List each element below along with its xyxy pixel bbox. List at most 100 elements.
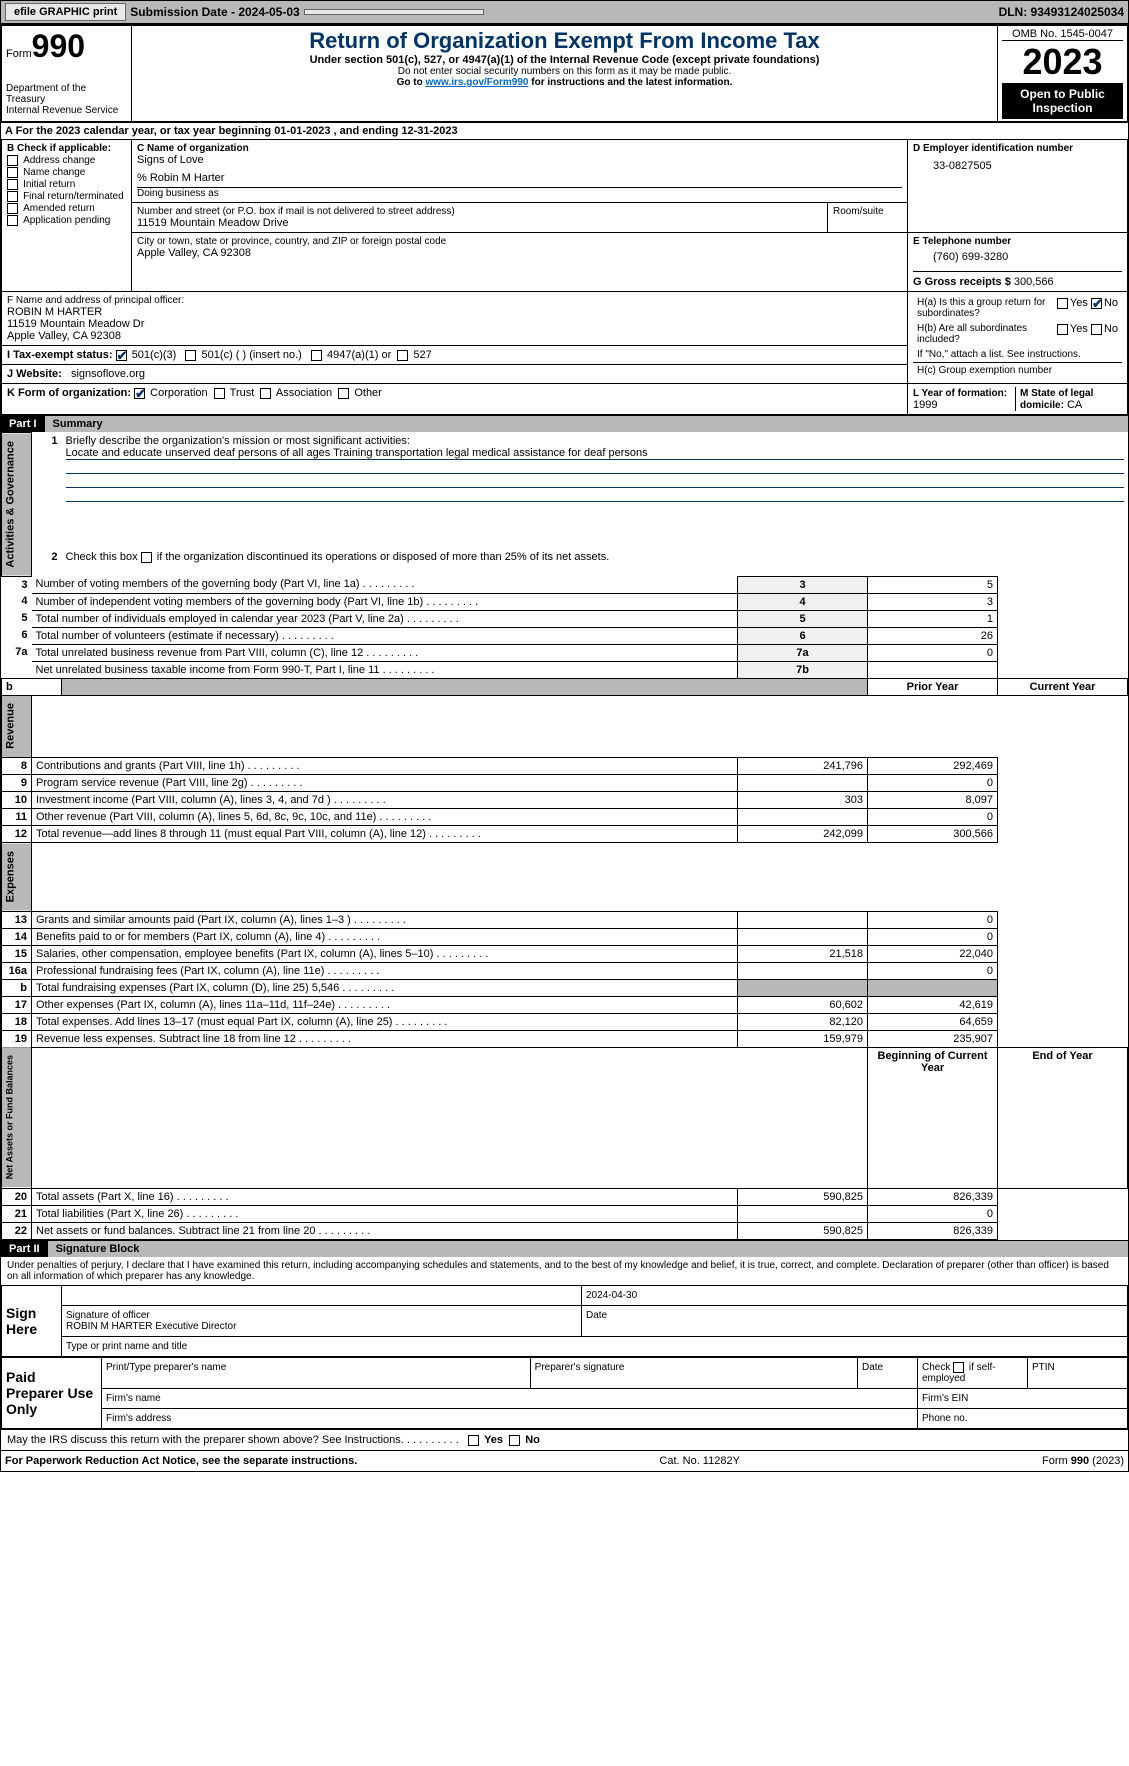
website-label: J Website: <box>7 368 62 380</box>
4947-checkbox[interactable] <box>311 350 322 361</box>
line1-label: Briefly describe the organization's miss… <box>66 435 1124 447</box>
box-b-label: B Check if applicable: <box>7 143 126 154</box>
summary-table: Activities & Governance 1 Briefly descri… <box>1 432 1128 1240</box>
vert-revenue: Revenue <box>2 695 32 758</box>
goto-suffix: for instructions and the latest informat… <box>528 77 732 88</box>
paid-preparer: Paid Preparer Use Only <box>2 1358 102 1429</box>
phone: (760) 699-3280 <box>933 251 1122 263</box>
box-f-label: F Name and address of principal officer: <box>7 295 902 306</box>
gross-receipts: 300,566 <box>1014 276 1054 288</box>
irs-label: Internal Revenue Service <box>6 105 127 116</box>
firm-phone-label: Phone no. <box>918 1409 1128 1429</box>
part2-label: Part II <box>1 1241 48 1257</box>
preparer-block: Paid Preparer Use Only Print/Type prepar… <box>1 1357 1128 1429</box>
year-formation: 1999 <box>913 399 937 411</box>
cat-no: Cat. No. 11282Y <box>659 1455 740 1467</box>
form-number: 990 <box>32 28 85 64</box>
domicile: CA <box>1067 399 1082 411</box>
firm-addr-label: Firm's address <box>102 1409 918 1429</box>
officer-street: 11519 Mountain Meadow Dr <box>7 318 902 330</box>
begin-year-hdr: Beginning of Current Year <box>868 1047 998 1188</box>
501c3-checkbox[interactable] <box>116 350 127 361</box>
part1-header: Part I Summary <box>1 415 1128 432</box>
info-table: B Check if applicable: Address change Na… <box>1 139 1128 415</box>
box-e-label: E Telephone number <box>913 236 1122 247</box>
section-a-tax-year: A For the 2023 calendar year, or tax yea… <box>1 122 1128 139</box>
box-k-label: K Form of organization: <box>7 387 131 399</box>
box-b-checkbox[interactable] <box>7 179 18 190</box>
dln: DLN: 93493124025034 <box>999 5 1124 19</box>
prep-name-label: Print/Type preparer's name <box>102 1358 531 1389</box>
box-d-label: D Employer identification number <box>913 143 1122 154</box>
line2-checkbox[interactable] <box>141 552 152 563</box>
header-table: Form990 Department of the Treasury Inter… <box>1 25 1128 122</box>
discuss-yes-checkbox[interactable] <box>468 1435 479 1446</box>
blank-button[interactable] <box>304 9 484 15</box>
city: Apple Valley, CA 92308 <box>137 247 902 259</box>
part1-title: Summary <box>45 416 1128 432</box>
501c-checkbox[interactable] <box>185 350 196 361</box>
goto-prefix: Go to <box>397 77 426 88</box>
form-footer: Form 990 (2023) <box>1042 1455 1124 1467</box>
form-title: Return of Organization Exempt From Incom… <box>136 28 993 54</box>
box-b-checkbox[interactable] <box>7 155 18 166</box>
firm-ein-label: Firm's EIN <box>918 1389 1128 1409</box>
prior-year-hdr: Prior Year <box>868 678 998 695</box>
end-year-hdr: End of Year <box>998 1047 1128 1188</box>
box-b-checkbox[interactable] <box>7 215 18 226</box>
box-b-checkbox[interactable] <box>7 203 18 214</box>
box-c-label: C Name of organization <box>137 143 902 154</box>
ha-no-checkbox[interactable] <box>1091 298 1102 309</box>
assoc-checkbox[interactable] <box>260 388 271 399</box>
hc-label: H(c) Group exemption number <box>913 363 1122 379</box>
mission: Locate and educate unserved deaf persons… <box>66 447 1124 460</box>
other-checkbox[interactable] <box>338 388 349 399</box>
vert-activities: Activities & Governance <box>2 433 32 577</box>
hb-no-checkbox[interactable] <box>1091 324 1102 335</box>
tax-year: 2023 <box>1002 41 1123 83</box>
city-label: City or town, state or province, country… <box>137 236 902 247</box>
ptin-label: PTIN <box>1028 1358 1128 1389</box>
street-label: Number and street (or P.O. box if mail i… <box>137 206 822 217</box>
box-b-checkbox[interactable] <box>7 191 18 202</box>
firm-name-label: Firm's name <box>102 1389 918 1409</box>
corp-checkbox[interactable] <box>134 388 145 399</box>
part1-label: Part I <box>1 416 45 432</box>
part2-title: Signature Block <box>48 1241 1128 1257</box>
sign-here: Sign Here <box>2 1286 62 1357</box>
street: 11519 Mountain Meadow Drive <box>137 217 822 229</box>
form-990: Form990 Department of the Treasury Inter… <box>0 24 1129 1472</box>
efile-print-button[interactable]: efile GRAPHIC print <box>5 3 126 21</box>
topbar: efile GRAPHIC print Submission Date - 20… <box>0 0 1129 24</box>
officer-sig: ROBIN M HARTER Executive Director <box>66 1321 577 1332</box>
vert-net: Net Assets or Fund Balances <box>2 1047 32 1188</box>
discuss-no-checkbox[interactable] <box>509 1435 520 1446</box>
box-l-label: L Year of formation: <box>913 388 1007 399</box>
dba-label: Doing business as <box>137 187 902 199</box>
part2-header: Part II Signature Block <box>1 1240 1128 1257</box>
form-prefix: Form <box>6 48 32 60</box>
ssn-note: Do not enter social security numbers on … <box>136 66 993 77</box>
hb-yes-checkbox[interactable] <box>1057 324 1068 335</box>
box-b-checkbox[interactable] <box>7 167 18 178</box>
line2-label: Check this box <box>66 551 141 563</box>
ha-yes-checkbox[interactable] <box>1057 298 1068 309</box>
form-subtitle: Under section 501(c), 527, or 4947(a)(1)… <box>136 54 993 66</box>
form990-link[interactable]: www.irs.gov/Form990 <box>425 77 528 88</box>
sig-officer-label: Signature of officer <box>66 1310 577 1321</box>
paperwork-notice: For Paperwork Reduction Act Notice, see … <box>5 1455 357 1467</box>
officer-name: ROBIN M HARTER <box>7 306 902 318</box>
submission-date: Submission Date - 2024-05-03 <box>130 5 299 19</box>
527-checkbox[interactable] <box>397 350 408 361</box>
discuss-label: May the IRS discuss this return with the… <box>7 1434 404 1446</box>
hb-note: If "No," attach a list. See instructions… <box>913 347 1122 363</box>
care-of: % Robin M Harter <box>137 172 902 184</box>
type-print-label: Type or print name and title <box>62 1337 1128 1357</box>
prep-sig-label: Preparer's signature <box>530 1358 857 1389</box>
website-value: signsoflove.org <box>71 368 145 380</box>
trust-checkbox[interactable] <box>214 388 225 399</box>
hb-label: H(b) Are all subordinates included? <box>913 321 1053 347</box>
self-emp-checkbox[interactable] <box>953 1362 964 1373</box>
box-m-label: M State of legal domicile: <box>1020 388 1093 411</box>
room-label: Room/suite <box>828 203 908 233</box>
